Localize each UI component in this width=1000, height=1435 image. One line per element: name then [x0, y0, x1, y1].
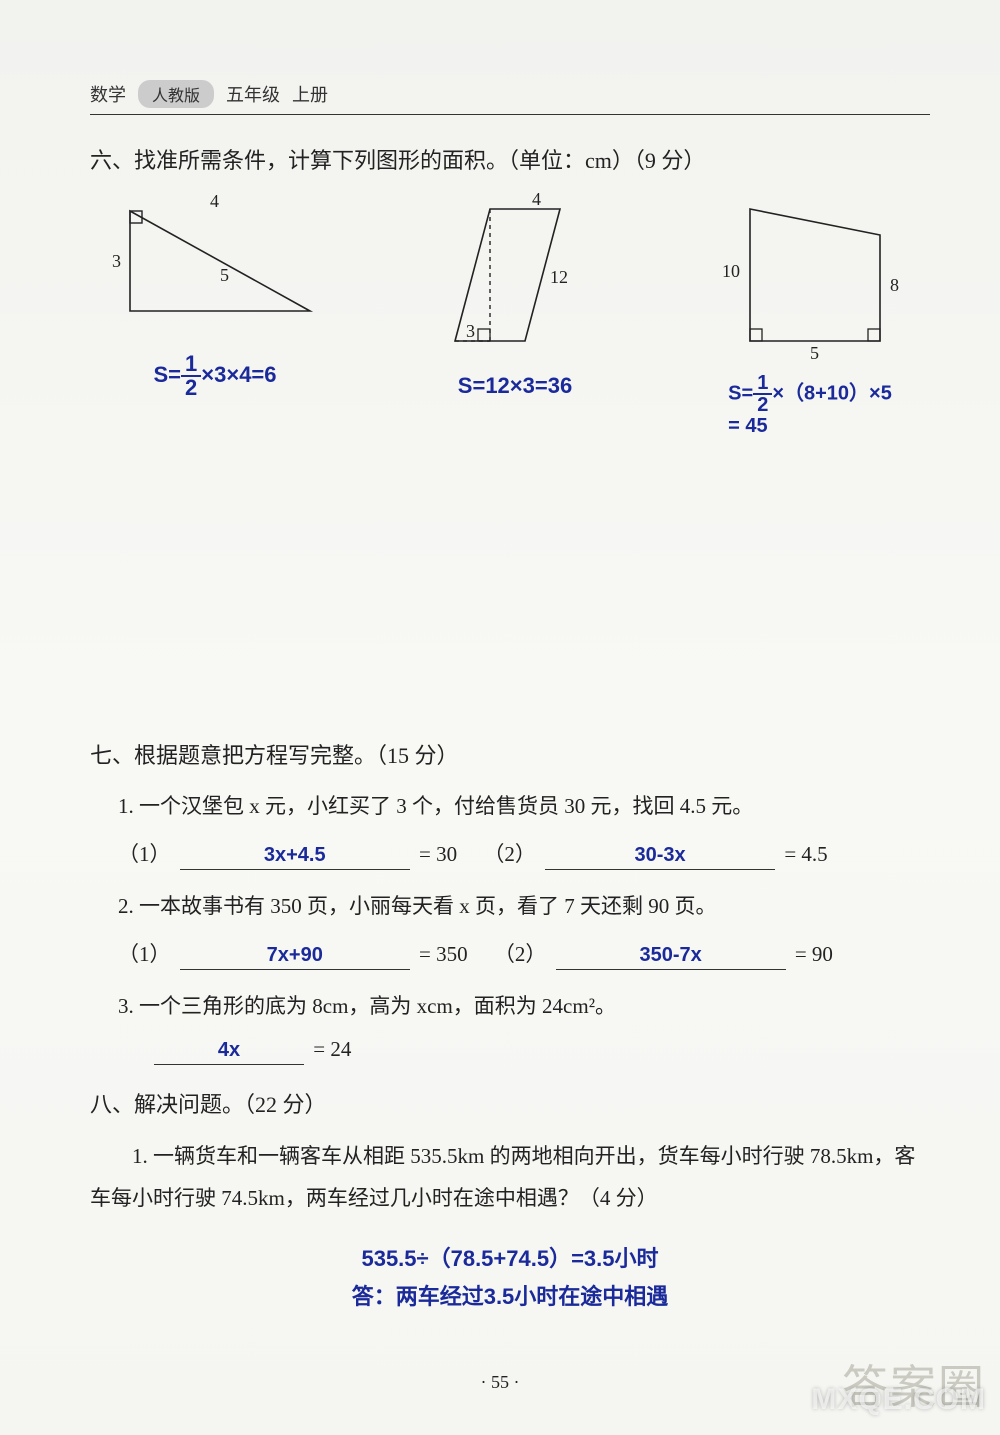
q7-1-blank2: 30-3x — [545, 844, 775, 870]
svg-text:12: 12 — [550, 267, 568, 287]
q7-2-stem: 2. 一本故事书有 350 页，小丽每天看 x 页，看了 7 天还剩 90 页。 — [118, 888, 930, 926]
header-subject: 数学 — [90, 81, 126, 107]
q7-1-stem: 1. 一个汉堡包 x 元，小红买了 3 个，付给售货员 30 元，找回 4.5 … — [118, 788, 930, 826]
svg-text:4: 4 — [532, 191, 541, 209]
svg-text:10: 10 — [722, 261, 740, 281]
watermark-en: MXQE.COM — [811, 1383, 986, 1417]
svg-text:3: 3 — [466, 321, 475, 341]
page: 数学 人教版 五年级 上册 六、找准所需条件，计算下列图形的面积。（单位：cm）… — [0, 0, 1000, 1435]
header-volume: 上册 — [292, 81, 328, 107]
header-edition: 人教版 — [138, 80, 214, 108]
q6-title: 六、找准所需条件，计算下列图形的面积。（单位：cm）（9 分） — [90, 143, 930, 175]
svg-text:8: 8 — [890, 275, 899, 295]
q7-3-blank: 4x — [154, 1039, 304, 1065]
q7-2-blank2: 350-7x — [556, 944, 786, 970]
parallelogram-svg: 4 12 3 — [420, 191, 610, 361]
header-divider — [90, 114, 930, 115]
section-8: 八、解决问题。（22 分） 1. 一辆货车和一辆客车从相距 535.5km 的两… — [90, 1087, 930, 1311]
trapezoid-svg: 10 8 5 — [700, 191, 920, 361]
q7-1-blank1: 3x+4.5 — [180, 844, 410, 870]
triangle-answer: S=12×3×4=6 — [153, 353, 276, 399]
q8-ans-line1: 535.5÷（78.5+74.5）=3.5小时 — [90, 1241, 930, 1273]
q8-1-answer: 535.5÷（78.5+74.5）=3.5小时 答：两车经过3.5小时在途中相遇 — [90, 1241, 930, 1311]
page-header: 数学 人教版 五年级 上册 — [90, 80, 930, 108]
q7-3-stem: 3. 一个三角形的底为 8cm，高为 xcm，面积为 24cm²。 — [118, 988, 930, 1026]
q8-title: 八、解决问题。（22 分） — [90, 1087, 930, 1119]
shape-triangle: 4 3 5 S=12×3×4=6 — [100, 191, 330, 399]
svg-text:5: 5 — [220, 265, 229, 285]
header-grade: 五年级 — [226, 81, 280, 107]
section-7: 七、根据题意把方程写完整。（15 分） 1. 一个汉堡包 x 元，小红买了 3 … — [90, 738, 930, 1065]
q7-title: 七、根据题意把方程写完整。（15 分） — [90, 738, 930, 770]
q7-3-fill: 4x = 24 — [150, 1037, 930, 1065]
trapezoid-answer: S=12×（8+10）×5 = 45 — [728, 373, 892, 438]
q6-shapes: 4 3 5 S=12×3×4=6 4 12 3 S=12×3=36 — [90, 191, 930, 438]
svg-text:4: 4 — [210, 191, 219, 211]
q8-ans-line2: 答：两车经过3.5小时在途中相遇 — [90, 1279, 930, 1311]
svg-text:3: 3 — [112, 251, 121, 271]
q7-2-blank1: 7x+90 — [180, 944, 410, 970]
parallelogram-answer: S=12×3=36 — [458, 373, 572, 399]
shape-parallelogram: 4 12 3 S=12×3=36 — [420, 191, 610, 399]
q7-1-fill: （1） 3x+4.5 = 30 （2） 30-3x = 4.5 — [118, 838, 930, 870]
svg-text:5: 5 — [810, 343, 819, 361]
q8-1-stem: 1. 一辆货车和一辆客车从相距 535.5km 的两地相向开出，货车每小时行驶 … — [90, 1135, 930, 1219]
triangle-svg: 4 3 5 — [100, 191, 330, 341]
q7-2-fill: （1） 7x+90 = 350 （2） 350-7x = 90 — [118, 938, 930, 970]
shape-trapezoid: 10 8 5 S=12×（8+10）×5 = 45 — [700, 191, 920, 438]
